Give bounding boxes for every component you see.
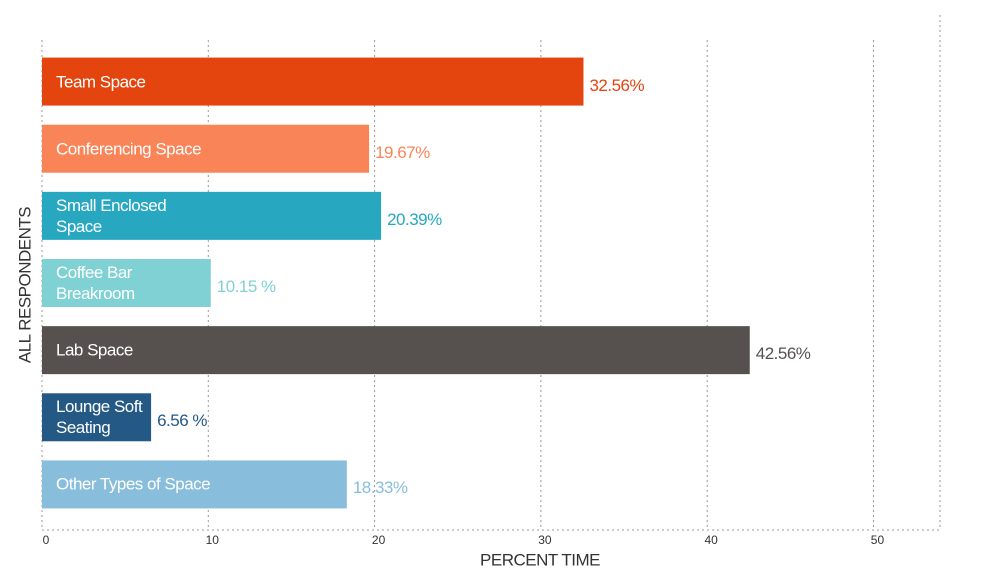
value-label: 20.39% [387, 209, 442, 229]
category-label: Other Types of Space [56, 474, 211, 494]
bar [42, 124, 370, 173]
bar [42, 57, 584, 106]
bar [42, 191, 382, 240]
x-tick-label: 10 [206, 533, 220, 547]
value-label: 18.33% [352, 478, 408, 498]
value-label: 32.56% [589, 75, 645, 95]
bar [42, 326, 750, 375]
category-label: Lab Space [56, 340, 133, 360]
value-label: 19.67% [375, 142, 430, 162]
value-label: 42.56% [755, 344, 811, 364]
x-axis-title: PERCENT TIME [480, 550, 600, 569]
bar [42, 259, 211, 307]
category-label: Small Enclosed Space [56, 195, 167, 236]
bar [42, 393, 152, 442]
x-tick-label: 50 [871, 533, 885, 547]
x-tick-label: 40 [705, 533, 719, 547]
x-tick-label: 20 [372, 533, 386, 547]
value-label: 6.56 % [157, 411, 208, 431]
category-label: Lounge Soft Seating [56, 397, 143, 438]
category-label: Team Space [56, 72, 146, 92]
category-label: Conferencing Space [56, 139, 202, 159]
x-tick-label: 0 [43, 533, 50, 547]
bar [42, 460, 347, 509]
value-label: 10.15 % [216, 277, 276, 296]
y-axis-title: ALL RESPONDENTS [15, 207, 34, 363]
category-label: Coffee Bar Breakroom [56, 263, 135, 303]
x-tick-label: 30 [538, 533, 552, 547]
